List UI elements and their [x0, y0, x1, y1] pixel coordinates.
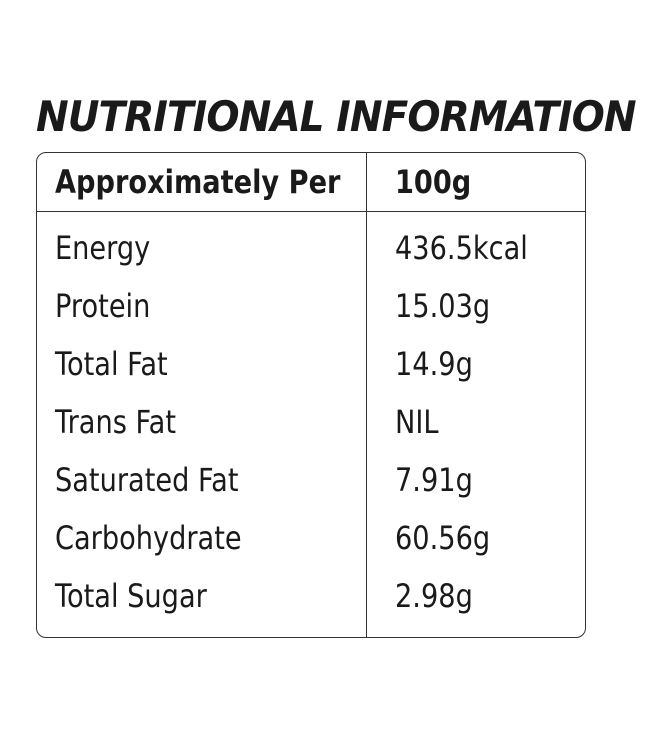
table-cell: Total Fat: [55, 345, 168, 383]
column-divider: [366, 153, 367, 637]
table-cell: 60.56g: [395, 519, 491, 557]
table-cell: Saturated Fat: [55, 461, 239, 499]
nutrition-table: Approximately Per 100g Energy 436.5kcal Prot…: [36, 152, 586, 638]
table-cell: Protein: [55, 287, 151, 325]
header-divider: [37, 211, 585, 212]
header-cell: 100g: [395, 163, 472, 201]
table-cell: 436.5kcal: [395, 229, 528, 267]
table-cell: 7.91g: [395, 461, 473, 499]
header-cell: Approximately Per: [55, 163, 341, 201]
table-cell: Total Sugar: [55, 577, 207, 615]
table-cell: Energy: [55, 229, 151, 267]
table-cell: 14.9g: [395, 345, 473, 383]
table-cell: 15.03g: [395, 287, 491, 325]
table-cell: Trans Fat: [55, 403, 177, 441]
table-cell: Carbohydrate: [55, 519, 242, 557]
title: NUTRITIONAL INFORMATION: [36, 92, 637, 141]
table-cell: NIL: [395, 403, 439, 441]
table-cell: 2.98g: [395, 577, 473, 615]
